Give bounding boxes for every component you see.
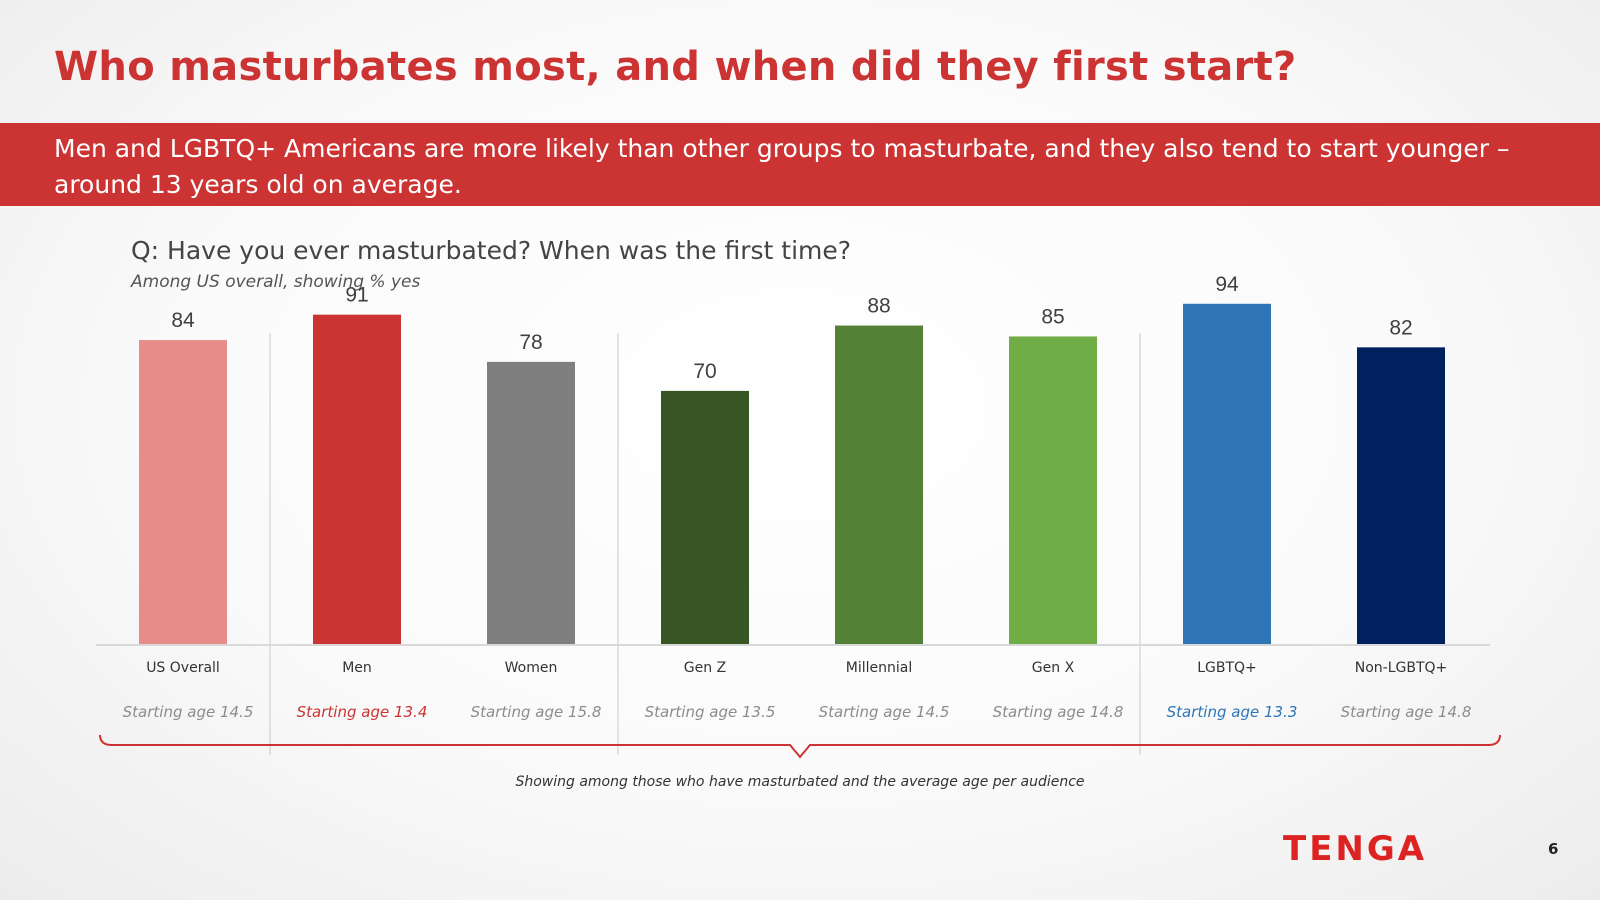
starting-age-label-0: Starting age 14.5 (123, 703, 254, 721)
bar-4 (835, 325, 923, 645)
starting-age-label-6: Starting age 13.3 (1167, 703, 1298, 721)
category-label-3: Gen Z (684, 660, 726, 676)
logo-wordmark: TENGA (1283, 829, 1427, 866)
bar-2 (487, 361, 575, 645)
value-label-6: 94 (1215, 273, 1239, 296)
bar-3 (661, 390, 749, 645)
value-label-1: 91 (345, 284, 368, 307)
value-label-0: 84 (171, 309, 195, 332)
value-label-4: 88 (867, 295, 890, 318)
bar-0 (139, 340, 227, 645)
bar-5 (1009, 336, 1097, 645)
page-number: 6 (1548, 840, 1559, 858)
category-label-1: Men (342, 660, 372, 676)
value-label-2: 78 (519, 331, 542, 354)
bar-6 (1183, 303, 1271, 645)
starting-age-label-7: Starting age 14.8 (1341, 703, 1472, 721)
tenga-logo: TENGA (1283, 829, 1427, 866)
category-label-0: US Overall (146, 660, 220, 676)
survey-subtitle: Among US overall, showing % yes (131, 272, 421, 292)
bar-7 (1357, 347, 1445, 645)
slide-title: Who masturbates most, and when did they … (54, 44, 1297, 90)
headline-text: Men and LGBTQ+ Americans are more likely… (54, 134, 1510, 199)
bracket-brace (99, 734, 1501, 759)
headline-banner: Men and LGBTQ+ Americans are more likely… (0, 123, 1600, 206)
value-label-3: 70 (693, 360, 716, 383)
category-label-4: Millennial (846, 660, 912, 676)
value-label-7: 82 (1389, 316, 1412, 339)
category-label-6: LGBTQ+ (1197, 660, 1257, 676)
category-label-5: Gen X (1032, 660, 1075, 676)
starting-age-label-2: Starting age 15.8 (471, 703, 602, 721)
starting-age-label-4: Starting age 14.5 (819, 703, 950, 721)
bar-1 (313, 314, 401, 645)
survey-question: Q: Have you ever masturbated? When was t… (131, 236, 852, 265)
value-label-5: 85 (1041, 305, 1064, 328)
starting-age-label-5: Starting age 14.8 (993, 703, 1124, 721)
category-label-2: Women (505, 660, 558, 676)
footnote: Showing among those who have masturbated… (515, 774, 1085, 790)
starting-age-label-1: Starting age 13.4 (297, 703, 428, 721)
category-label-7: Non-LGBTQ+ (1355, 660, 1448, 676)
starting-age-label-3: Starting age 13.5 (645, 703, 776, 721)
